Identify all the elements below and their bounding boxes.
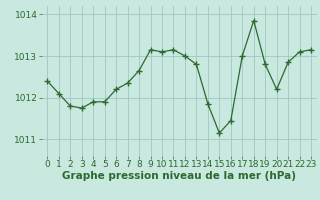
X-axis label: Graphe pression niveau de la mer (hPa): Graphe pression niveau de la mer (hPa) bbox=[62, 171, 296, 181]
